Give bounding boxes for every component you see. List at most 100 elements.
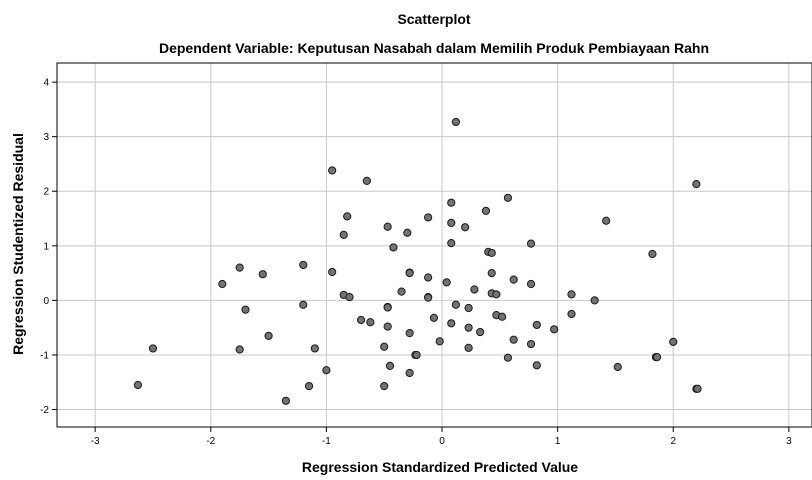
scatter-point [345,293,354,302]
data-points [133,117,702,405]
scatter-point [380,381,389,391]
y-axis-label: Regression Studentized Residual [10,133,26,355]
scatter-point [648,249,657,259]
scatter-point [385,361,395,370]
scatter-point [389,243,398,252]
scatter-point [487,248,496,258]
chart-title: Scatterplot [397,11,470,27]
scatter-point [235,263,244,272]
scatter-point [447,238,456,248]
scatter-point [602,216,611,225]
scatter-point [383,322,392,331]
scatter-point [464,343,473,352]
scatter-point [693,384,702,393]
scatter-point [405,368,414,378]
scatter-point [403,228,412,237]
scatter-point [567,290,576,299]
scatter-point [304,381,314,391]
scatter-point [481,206,491,215]
scatter-point [461,223,470,232]
scatter-point [258,270,267,279]
scatter-point [405,329,414,338]
scatter-point [281,396,291,405]
scatter-point [328,267,337,277]
x-tick-label: 2 [670,436,676,447]
x-tick-label: 0 [439,436,445,447]
scatter-point [366,318,375,327]
scatter-point [383,222,392,231]
y-tick-label: 1 [43,241,49,252]
x-tick-label: 1 [555,436,561,447]
scatter-point [498,312,507,321]
scatter-point [526,239,536,248]
scatter-point [424,213,433,222]
scatter-point [492,290,501,299]
scatter-point [397,287,406,296]
scatter-point [429,313,439,322]
scatter-point [339,230,348,240]
scatter-point [264,331,273,340]
scatter-point [613,362,622,372]
scatter-point [299,300,308,309]
scatter-point [235,345,244,354]
scatter-point [532,320,541,330]
scatter-point [590,296,599,305]
scatter-point [652,353,662,362]
x-axis-label: Regression Standardized Predicted Value [302,459,578,475]
scatter-point [133,380,143,390]
scatter-point [669,337,678,346]
scatter-point [322,366,331,375]
y-tick-label: 3 [43,132,49,143]
y-tick-label: 4 [43,78,49,89]
scatter-point [447,319,456,328]
scatter-point [692,180,701,189]
x-tick-label: -1 [322,436,331,447]
scatter-point [383,303,392,312]
scatter-point [362,176,371,185]
scatter-point [356,315,366,325]
scatter-point [405,269,414,278]
scatter-point [310,344,319,353]
scatter-point [148,344,158,353]
scatter-point [464,323,473,332]
y-tick-label: 0 [43,296,49,307]
scatter-point [526,279,536,289]
scatter-point [380,342,389,351]
scatter-point [424,273,433,282]
scatter-point [218,279,227,289]
scatter-point [442,278,451,287]
x-tick-label: 3 [786,436,792,447]
scatter-point [503,193,513,202]
axis-ticks: -3 -2 -1 0 1 2 3 -2 -1 0 1 2 3 4 [40,78,792,447]
scatter-point [464,303,473,313]
y-tick-label: -2 [40,405,49,416]
scatter-point [447,218,456,227]
scatter-point [509,275,518,284]
x-tick-label: -2 [206,436,215,447]
chart-subtitle: Dependent Variable: Keputusan Nasabah da… [159,40,709,56]
scatter-point [503,353,513,362]
x-tick-label: -3 [91,436,100,447]
scatter-point [412,350,421,360]
scatter-point [567,309,576,319]
scatter-point [343,212,352,221]
scatter-point [241,305,250,314]
scatter-point [451,117,460,127]
scatter-point [424,293,433,302]
y-tick-label: 2 [43,187,49,198]
scatter-point [328,166,337,175]
scatter-point [487,269,496,278]
scatter-point [509,335,518,344]
scatter-point [447,198,456,207]
scatter-point [532,361,541,370]
scatter-point [299,260,308,270]
scatter-point [470,285,479,294]
scatter-point [526,339,536,349]
y-tick-label: -1 [40,350,49,361]
plot-frame [56,62,812,428]
scatter-point [451,300,460,309]
scatter-point [435,337,444,346]
gridlines [57,63,812,427]
scatter-point [550,325,559,334]
